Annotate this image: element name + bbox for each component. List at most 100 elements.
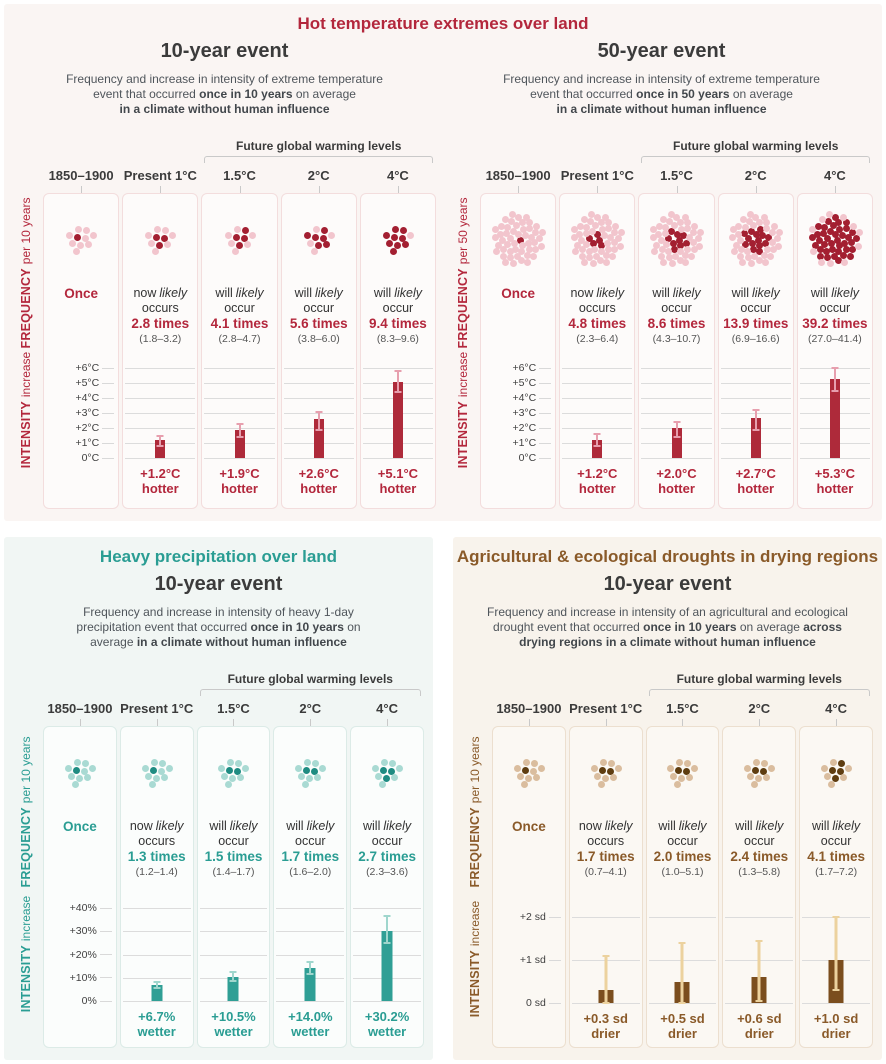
column-header-label: 1.5°C [660,168,693,183]
fgwl-cell [281,129,357,163]
gridline [283,458,354,459]
fgwl-cell [799,662,873,696]
dot [676,219,684,227]
panel-heavy-precipitation: Heavy precipitation over land 10-year ev… [4,537,433,1060]
frequency-likely: likely [155,819,184,833]
dot [583,240,591,248]
dot [327,231,335,239]
frequency-value: 5.6 times [289,316,348,331]
dot [739,258,747,266]
description-segment: once in 50 years [636,87,730,101]
dot [145,231,153,239]
dot [64,764,72,772]
dot [591,222,599,230]
dot [664,247,672,255]
gridline [362,458,434,459]
column-tick [518,186,520,193]
dot [537,764,545,772]
dot-cluster-zone [363,194,433,286]
dot [372,764,380,772]
column-tick [676,186,678,193]
fgwl-cell [797,129,873,163]
dot [671,222,679,230]
dot [828,780,836,788]
frequency-once: Once [63,819,97,834]
dot [311,233,319,241]
dot [676,248,684,256]
dot [817,246,825,254]
dot-cluster [568,211,626,269]
frequency-likely: likely [394,286,422,300]
frequency-text: will likely occur 8.6 times (4.3–10.7) [648,286,706,366]
error-bar-cap [153,981,161,984]
description-line: average in a climate without human influ… [13,635,424,650]
frequency-axis-rest: per 10 years [468,736,482,804]
axis-tick-line [539,427,552,429]
future-warming-label: Future global warming levels [673,139,839,153]
axis-tick: +4°C [483,392,552,404]
axis-tick-line [99,1000,112,1002]
intensity-plot [276,908,345,1002]
frequency-axis-bold: FREQUENCY [456,268,470,349]
dot [523,213,531,221]
bottom-panel-row: Heavy precipitation over land 10-year ev… [4,537,882,1060]
frequency-lead: now [133,286,157,300]
dot [689,238,697,246]
dot [237,773,245,781]
dot [391,225,399,233]
dot [517,236,525,244]
dot [684,225,692,233]
dot [831,214,839,222]
frequency-verb: occur [371,834,403,848]
dot [243,240,251,248]
bar-value-label: +0.5 sd [660,1011,705,1026]
frequency-lead: now [129,819,153,833]
bar-value-label: +0.6 sd [737,1011,782,1026]
dot [660,258,668,266]
column-header-label: Present 1°C [569,701,643,716]
frequency-axis-bold: FREQUENCY [19,268,33,349]
dot [499,237,507,245]
dot [675,236,683,244]
dot [842,225,850,233]
gridline [353,1001,421,1002]
intensity-plot [648,917,717,1004]
columns-body: FREQUENCY per 10 years INTENSITY increase On… [13,726,424,1048]
dot [248,231,256,239]
axis-gutter-spacer [13,662,40,696]
frequency-text: will likely occur 1.7 times (1.6–2.0) [281,819,339,899]
gridline [199,1001,268,1002]
axis-tick-label: +1 sd [519,954,546,966]
bar-label: +0.5 sd drier [660,1011,704,1041]
dot [598,766,606,774]
dot [840,252,848,260]
dot [588,211,596,219]
intensity-axis-label: INTENSITY increase [19,896,33,1012]
dot [690,228,698,236]
axis-gutter-spacer [13,129,40,163]
dot [761,252,769,260]
dot-cluster [513,758,545,788]
dot [141,764,149,772]
event-title: 50-year event [597,40,726,62]
dot [514,214,522,222]
frequency-lead: will [294,286,312,300]
dot [848,238,856,246]
dot-cluster-zone [562,194,632,286]
column-header-label: 4°C [824,168,846,183]
gridline [562,428,633,429]
frequency-verb: occur [218,834,249,848]
dot [747,227,755,235]
dot [748,239,756,247]
axis-tick-label: +1°C [75,437,100,449]
dot-cluster [806,211,864,269]
gridline [799,458,871,459]
gridline [641,383,712,384]
future-warming-label: Future global warming levels [676,672,842,686]
bar-label: +2.6°C hotter [299,466,339,496]
dot [749,245,757,253]
frequency-text: will likely occur 1.5 times (1.4–1.7) [205,819,263,899]
dot [740,229,748,237]
axis-tick-label: 0°C [518,452,537,464]
column-header-label: 1850–1900 [48,168,114,183]
